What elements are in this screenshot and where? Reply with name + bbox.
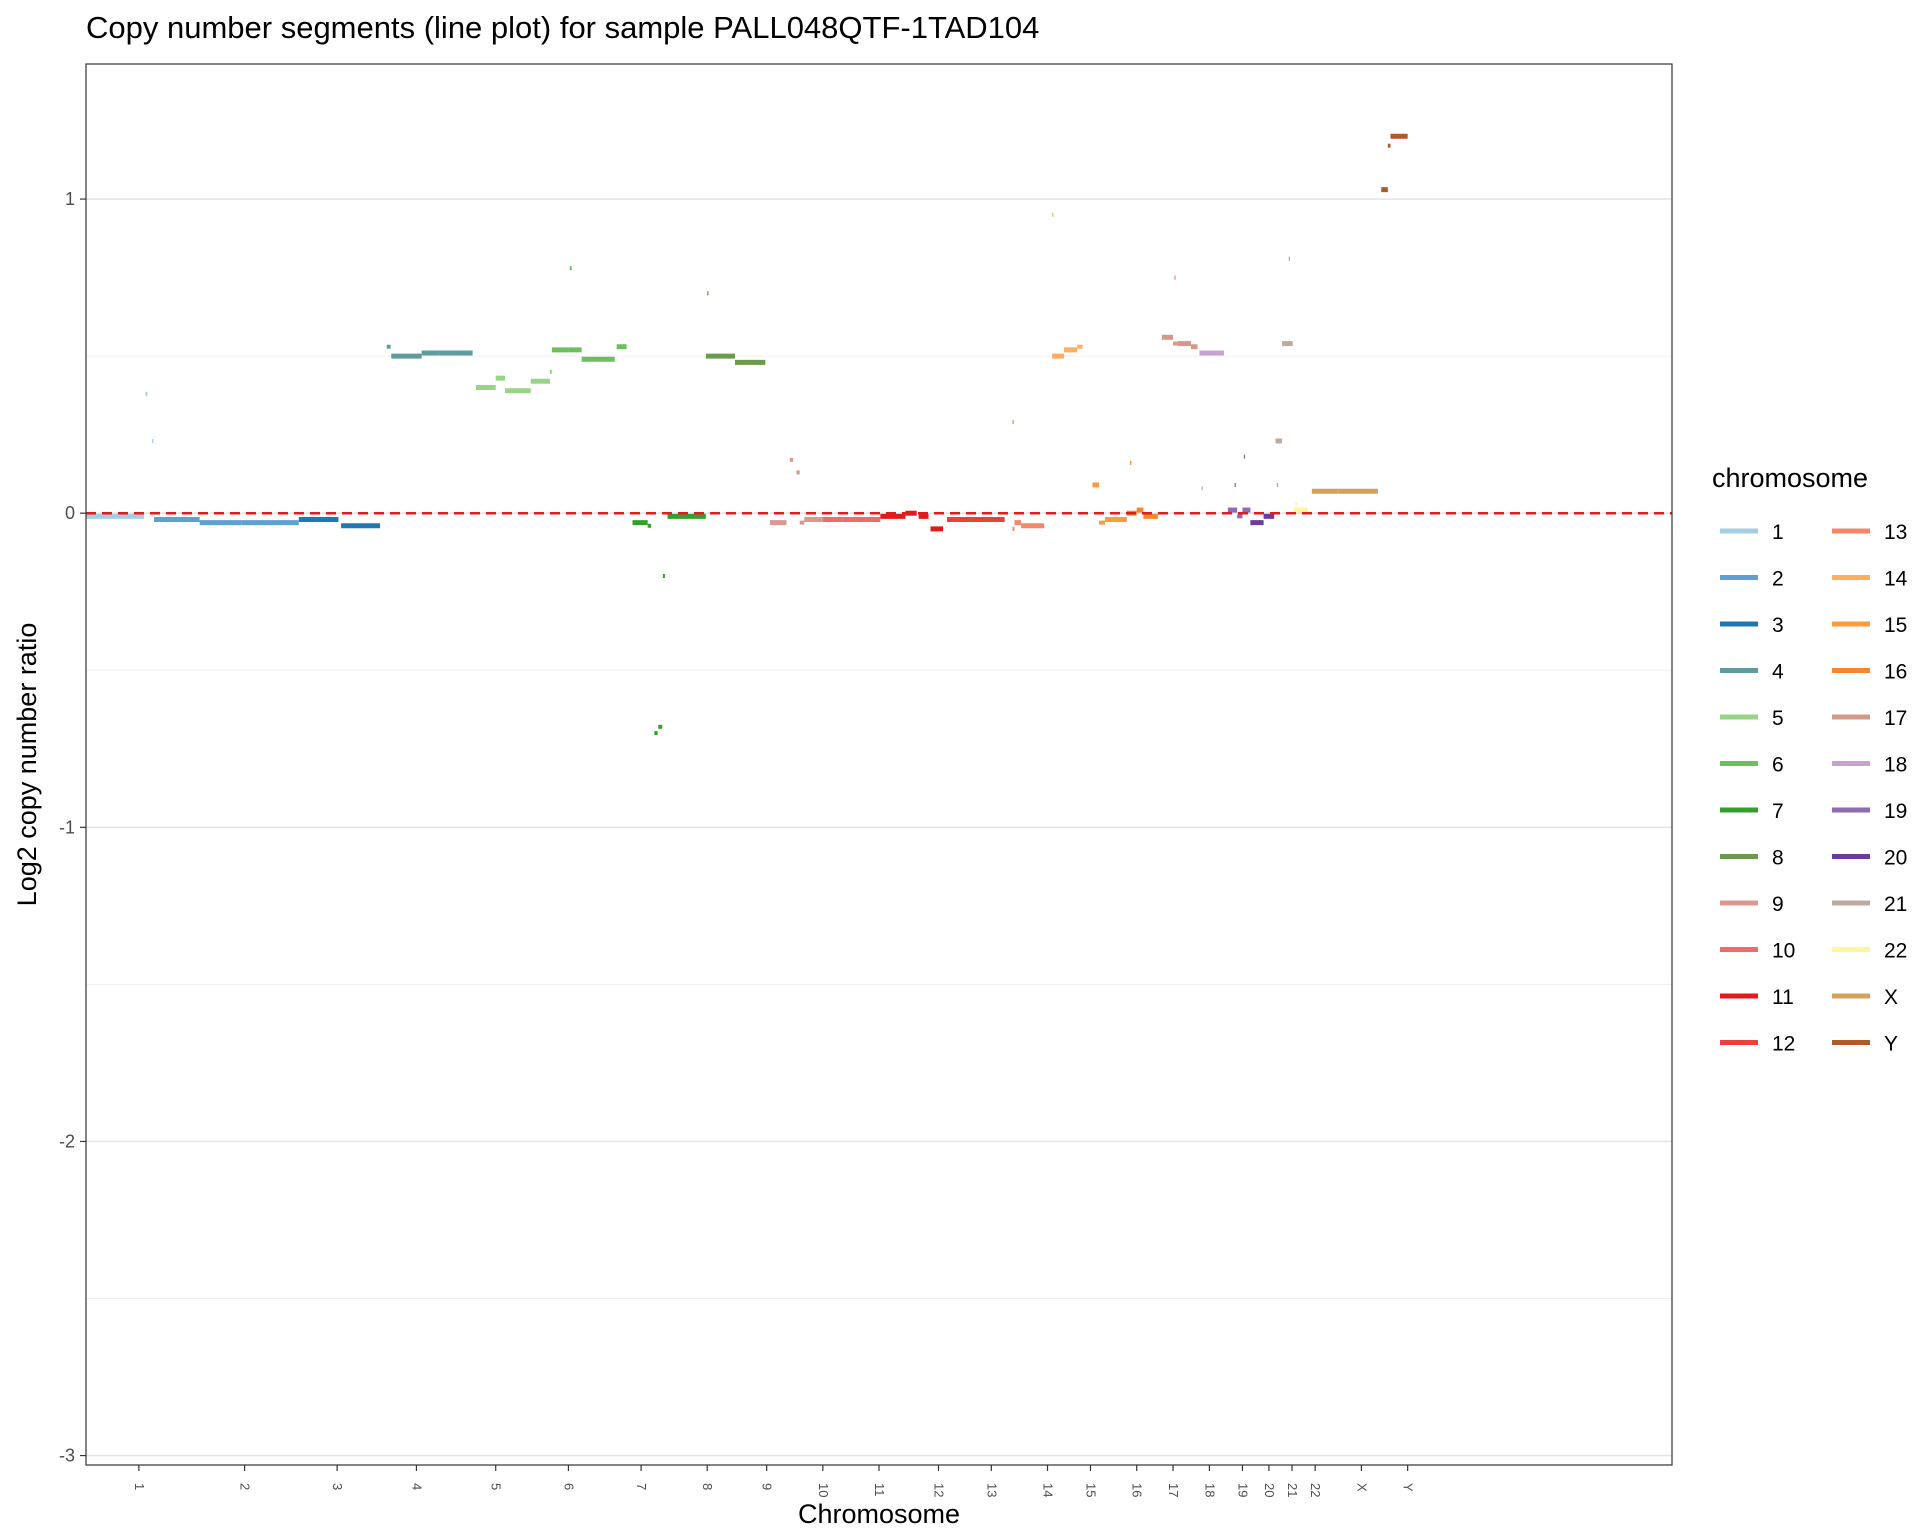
x-tick-label: 18 (1202, 1483, 1217, 1497)
x-tick-label: 17 (1166, 1483, 1181, 1497)
plot-panel-border (85, 63, 1673, 1466)
x-tick-label: Y (1401, 1483, 1416, 1492)
x-tick-label: 3 (330, 1483, 345, 1490)
x-tick-label: 20 (1262, 1483, 1277, 1497)
segments-layer (86, 133, 1408, 736)
legend-label-4: 4 (1772, 661, 1784, 684)
segments-chr-21 (1275, 256, 1293, 487)
segments-chr-20 (1250, 513, 1275, 526)
x-tick-label: 7 (634, 1483, 649, 1490)
grid-lines (86, 198, 1672, 1457)
legend-label-18: 18 (1884, 754, 1907, 777)
x-tick-label: 14 (1041, 1483, 1056, 1497)
x-tick-label: 12 (931, 1483, 946, 1497)
legend-label-3: 3 (1772, 614, 1784, 637)
y-tick-label: -1 (59, 817, 75, 837)
legend-label-1: 1 (1772, 521, 1784, 544)
legend-label-X: X (1884, 986, 1898, 1009)
y-tick-label: 1 (65, 189, 75, 209)
x-tick-label: 2 (238, 1483, 253, 1490)
legend-label-11: 11 (1772, 986, 1794, 1009)
x-tick-label: 8 (700, 1483, 715, 1490)
segments-chr-19 (1227, 454, 1251, 519)
segments-chr-16 (1126, 460, 1158, 519)
x-tick-label: 11 (872, 1483, 887, 1497)
y-axis-title: Log2 copy number ratio (12, 623, 42, 907)
legend-label-22: 22 (1884, 940, 1907, 963)
segments-chr-13 (1012, 420, 1045, 531)
x-axis-title: Chromosome (798, 1499, 960, 1529)
legend-label-19: 19 (1884, 800, 1907, 823)
legend-label-8: 8 (1772, 847, 1784, 870)
segments-chr-11 (880, 510, 944, 532)
y-tick-label: 0 (65, 503, 75, 523)
chart-title: Copy number segments (line plot) for sam… (86, 10, 1039, 45)
segments-chr-8 (705, 291, 766, 365)
segments-chr-Y (1381, 133, 1408, 193)
legend-label-10: 10 (1772, 940, 1795, 963)
segments-chr-22 (1294, 501, 1308, 513)
segments-chr-2 (154, 516, 299, 526)
segments-chr-14 (1052, 212, 1083, 359)
legend-label-20: 20 (1884, 847, 1907, 870)
x-tick-label: 6 (561, 1483, 576, 1490)
segments-chr-17 (1161, 275, 1198, 350)
segments-chr-1 (86, 391, 154, 519)
legend-label-Y: Y (1884, 1033, 1898, 1056)
segments-chr-7 (632, 513, 706, 736)
legend-label-14: 14 (1884, 568, 1908, 591)
x-tick-label: 13 (984, 1483, 999, 1497)
legend-label-15: 15 (1884, 614, 1907, 637)
x-tick-label: 19 (1235, 1483, 1250, 1497)
legend-label-21: 21 (1884, 893, 1907, 916)
segments-chr-5 (475, 369, 552, 394)
x-tick-label: X (1354, 1483, 1369, 1492)
legend-label-6: 6 (1772, 754, 1784, 777)
x-axis: 1 2 3 4 5 6 7 8 9 10 11 12 13 14 15 16 17 18 19 20 21 22 X Y (132, 1465, 1416, 1497)
legend-label-12: 12 (1772, 1033, 1795, 1056)
segments-chr-9 (769, 457, 823, 526)
segments-chr-6 (551, 266, 627, 362)
x-tick-label: 16 (1130, 1483, 1145, 1497)
y-tick-label: -3 (59, 1446, 75, 1466)
x-tick-label: 22 (1308, 1483, 1323, 1497)
legend-label-13: 13 (1884, 521, 1907, 544)
segments-chr-18 (1199, 350, 1224, 491)
x-tick-label: 4 (409, 1483, 424, 1490)
x-tick-label: 21 (1285, 1483, 1300, 1497)
segments-chr-15 (1092, 482, 1127, 525)
y-axis: 1 0 -1 -2 -3 (59, 189, 86, 1466)
segments-chr-4 (386, 344, 473, 359)
legend-label-5: 5 (1772, 707, 1784, 730)
legend-label-16: 16 (1884, 661, 1907, 684)
x-tick-label: 1 (132, 1483, 147, 1490)
y-tick-label: -2 (59, 1131, 75, 1151)
legend-label-17: 17 (1884, 707, 1907, 730)
segments-chr-3 (298, 516, 381, 529)
x-tick-label: 10 (816, 1483, 831, 1497)
legend-label-2: 2 (1772, 568, 1784, 591)
x-tick-label: 9 (760, 1483, 775, 1490)
x-tick-label: 15 (1083, 1483, 1098, 1497)
legend: chromosome 12345678910111213141516171819… (1712, 463, 1908, 1056)
legend-title: chromosome (1712, 463, 1868, 493)
legend-label-7: 7 (1772, 800, 1784, 823)
x-tick-label: 5 (489, 1483, 504, 1490)
legend-label-9: 9 (1772, 893, 1784, 916)
